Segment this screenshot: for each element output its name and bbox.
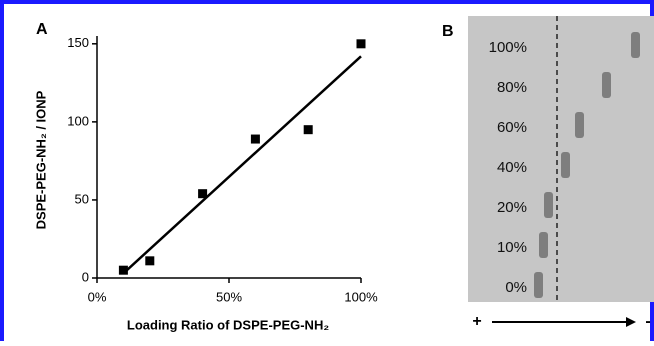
panel-label: B: [442, 23, 454, 40]
y-tick-label: 50: [75, 191, 89, 206]
y-tick-label: 150: [67, 35, 89, 50]
gel-band: [575, 112, 584, 138]
gel-band: [544, 192, 553, 218]
fit-line: [123, 56, 361, 273]
gel-band: [602, 72, 611, 98]
point: [251, 135, 260, 144]
lane-label: 40%: [497, 159, 527, 176]
lane-label: 0%: [505, 279, 527, 296]
y-tick-label: 0: [82, 269, 89, 284]
point: [145, 256, 154, 265]
figure: A DSPE-PEG-NH₂ / IONP Loading Ratio of D…: [0, 0, 654, 341]
cathode-label: -: [645, 313, 650, 330]
x-tick-label: 0%: [88, 289, 107, 304]
lane-label: 20%: [497, 199, 527, 216]
x-tick-label: 100%: [344, 289, 378, 304]
point: [119, 266, 128, 275]
gel-band: [539, 232, 548, 258]
lane-label: 60%: [497, 119, 527, 136]
point: [357, 39, 366, 48]
gel-band: [561, 152, 570, 178]
y-tick-label: 100: [67, 113, 89, 128]
x-tick-label: 50%: [216, 289, 242, 304]
arrow-head: [626, 317, 636, 327]
point: [198, 189, 207, 198]
gel-band: [631, 32, 640, 58]
anode-label: +: [472, 313, 481, 330]
gel-band: [534, 272, 543, 298]
y-axis-label: DSPE-PEG-NH₂ / IONP: [33, 90, 48, 229]
x-axis-label: Loading Ratio of DSPE-PEG-NH₂: [127, 317, 329, 332]
lane-label: 100%: [489, 39, 527, 56]
lane-label: 10%: [497, 239, 527, 256]
lane-label: 80%: [497, 79, 527, 96]
point: [304, 125, 313, 134]
panel-label: A: [36, 21, 48, 38]
